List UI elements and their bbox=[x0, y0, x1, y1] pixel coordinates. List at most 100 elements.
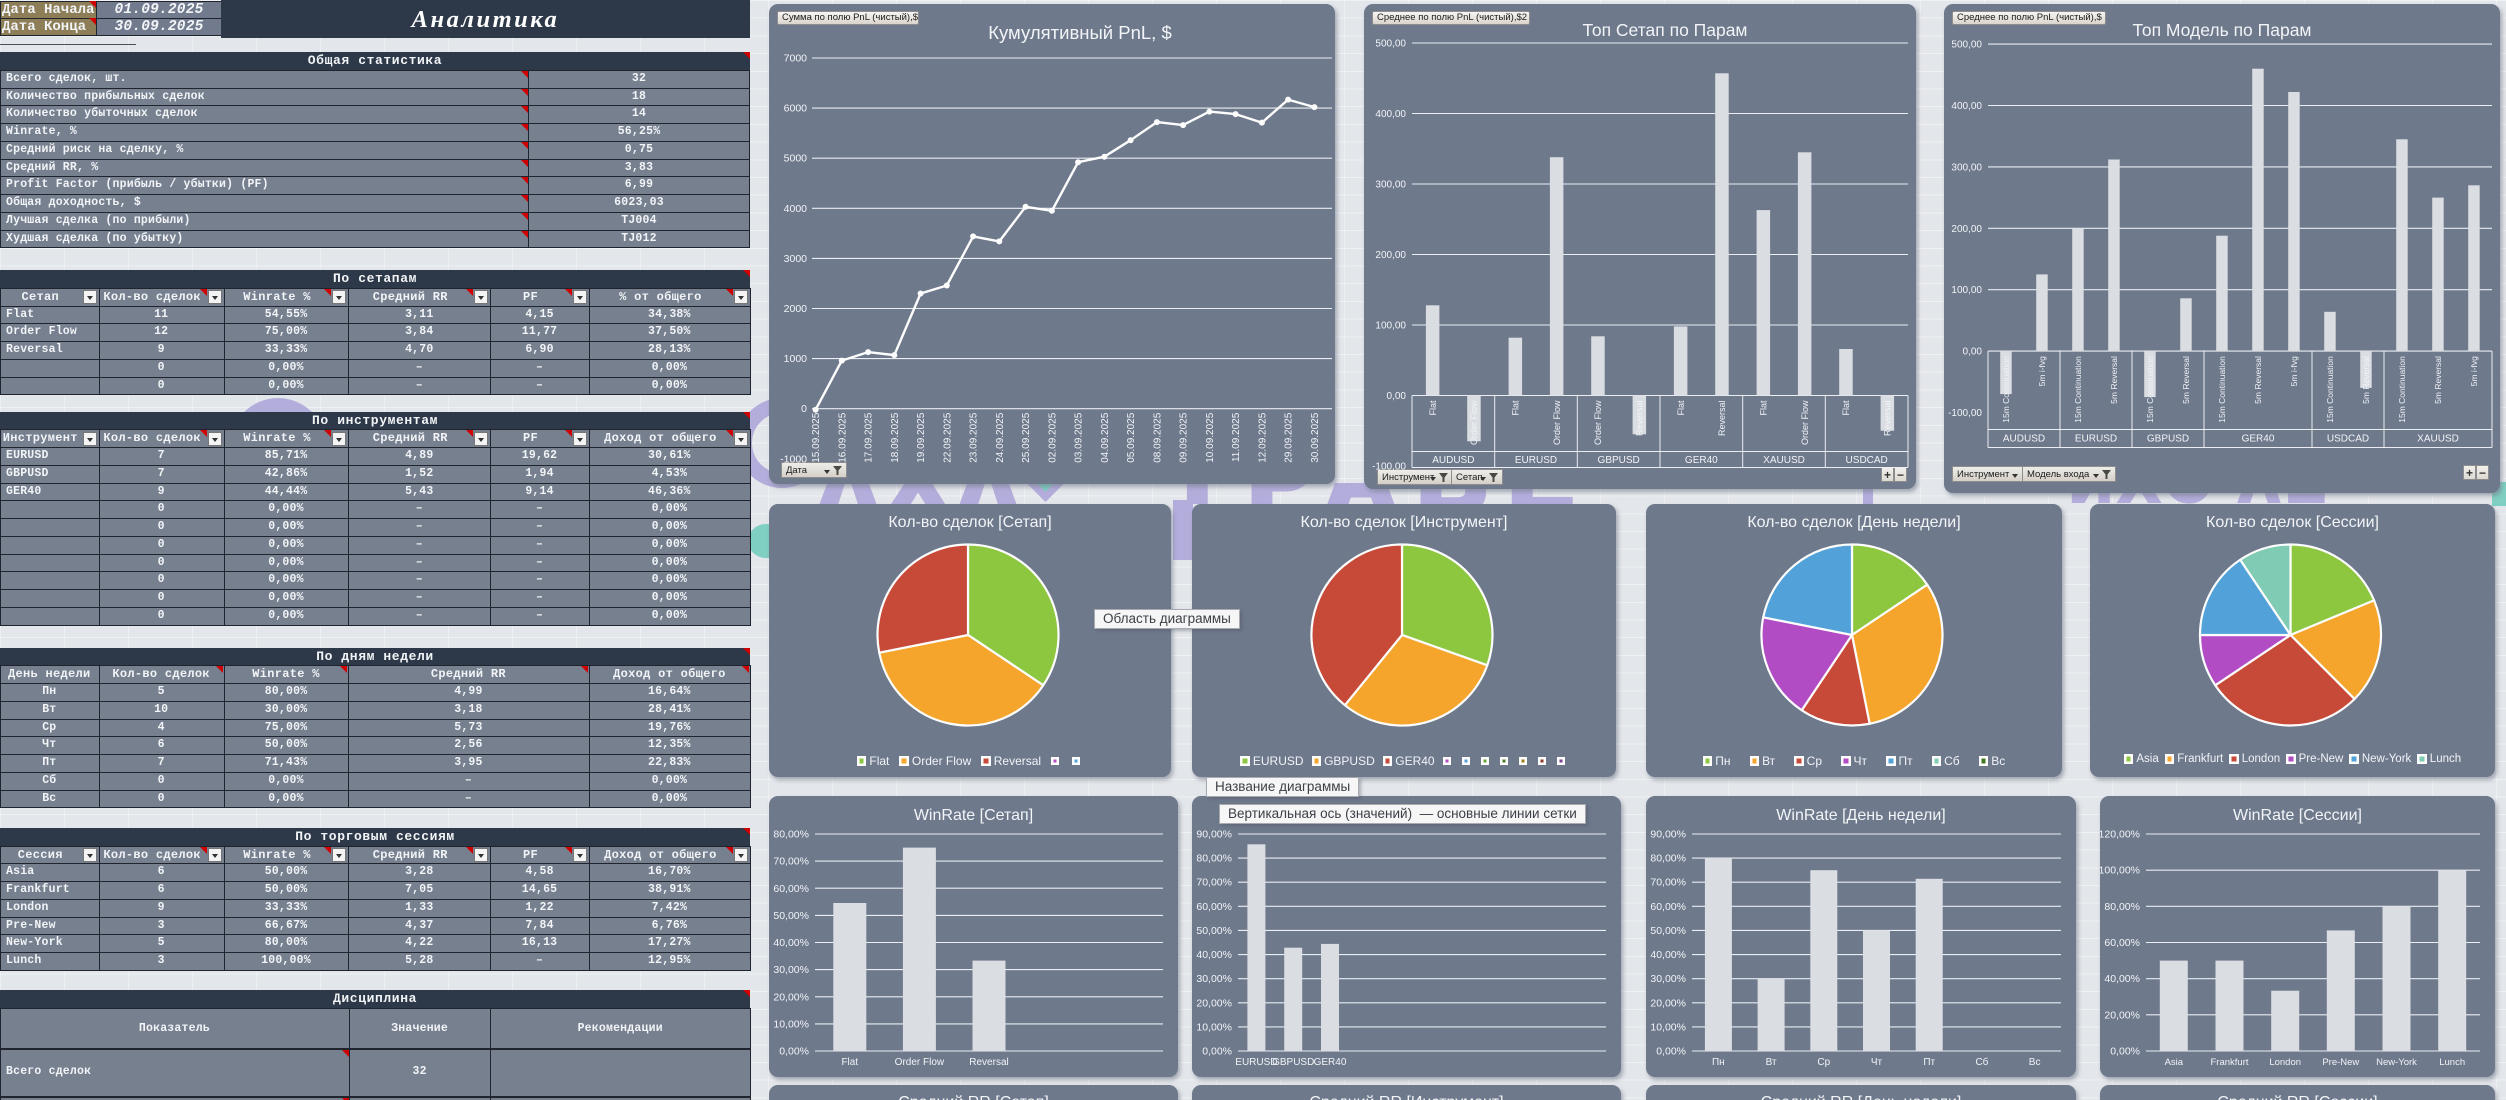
svg-text:AUDUSD: AUDUSD bbox=[2003, 434, 2045, 445]
svg-text:50,00%: 50,00% bbox=[773, 910, 809, 922]
svg-text:15m Continuation: 15m Continuation bbox=[2145, 356, 2155, 423]
svg-text:1000: 1000 bbox=[784, 353, 808, 365]
svg-text:90,00%: 90,00% bbox=[1650, 829, 1686, 841]
svg-text:Вт: Вт bbox=[1766, 1057, 1777, 1068]
svg-text:WinRate [Сетап]: WinRate [Сетап] bbox=[914, 807, 1033, 824]
svg-text:Пт: Пт bbox=[1923, 1057, 1935, 1068]
svg-text:70,00%: 70,00% bbox=[1650, 877, 1686, 889]
svg-text:-1000: -1000 bbox=[780, 453, 807, 465]
svg-text:60,00%: 60,00% bbox=[2104, 937, 2140, 949]
svg-text:Flat: Flat bbox=[841, 1057, 858, 1068]
svg-text:90,00%: 90,00% bbox=[1196, 829, 1232, 841]
svg-text:GBPUSD: GBPUSD bbox=[1598, 455, 1640, 466]
svg-text:200,00: 200,00 bbox=[1375, 250, 1406, 261]
svg-text:29.09.2025: 29.09.2025 bbox=[1284, 412, 1295, 462]
svg-text:Flat: Flat bbox=[1511, 400, 1521, 416]
svg-text:30,00%: 30,00% bbox=[1650, 973, 1686, 985]
svg-text:20,00%: 20,00% bbox=[1650, 997, 1686, 1009]
svg-text:80,00%: 80,00% bbox=[773, 829, 809, 841]
svg-text:03.09.2025: 03.09.2025 bbox=[1074, 412, 1085, 462]
svg-text:GER40: GER40 bbox=[2242, 434, 2275, 445]
svg-text:400,00: 400,00 bbox=[1951, 101, 1982, 112]
svg-text:0,00%: 0,00% bbox=[1656, 1046, 1686, 1058]
svg-text:17.09.2025: 17.09.2025 bbox=[864, 412, 875, 462]
svg-text:0,00%: 0,00% bbox=[2110, 1046, 2140, 1058]
svg-text:300,00: 300,00 bbox=[1375, 180, 1406, 191]
svg-text:USDCAD: USDCAD bbox=[2327, 434, 2369, 445]
svg-text:5m Reversal: 5m Reversal bbox=[2361, 356, 2371, 404]
svg-text:0,00%: 0,00% bbox=[1202, 1046, 1232, 1058]
svg-text:GBPUSD: GBPUSD bbox=[2147, 434, 2189, 445]
svg-text:15m Continuation: 15m Continuation bbox=[2397, 356, 2407, 423]
svg-text:04.09.2025: 04.09.2025 bbox=[1100, 412, 1111, 462]
svg-text:Топ Сетап по Парам: Топ Сетап по Парам bbox=[1583, 20, 1748, 40]
svg-text:15m Continuation: 15m Continuation bbox=[2217, 356, 2227, 423]
svg-text:Чт: Чт bbox=[1871, 1057, 1883, 1068]
svg-text:15m Continuation: 15m Continuation bbox=[2001, 356, 2011, 423]
svg-text:80,00%: 80,00% bbox=[1650, 853, 1686, 865]
svg-text:Order Flow: Order Flow bbox=[1593, 400, 1603, 445]
svg-text:80,00%: 80,00% bbox=[2104, 901, 2140, 913]
svg-text:Asia: Asia bbox=[2165, 1057, 2184, 1068]
svg-text:30.09.2025: 30.09.2025 bbox=[1310, 412, 1321, 462]
svg-text:Reversal: Reversal bbox=[1717, 401, 1727, 437]
svg-text:0,00%: 0,00% bbox=[779, 1046, 809, 1058]
svg-text:Flat: Flat bbox=[1428, 400, 1438, 416]
svg-text:AUDUSD: AUDUSD bbox=[1432, 455, 1474, 466]
svg-text:300,00: 300,00 bbox=[1951, 162, 1982, 173]
svg-text:10,00%: 10,00% bbox=[1650, 1021, 1686, 1033]
svg-text:Пн: Пн bbox=[1712, 1057, 1725, 1068]
svg-text:New-York: New-York bbox=[2376, 1057, 2417, 1068]
svg-text:Reversal: Reversal bbox=[1635, 401, 1645, 437]
svg-text:15.09.2025: 15.09.2025 bbox=[811, 412, 822, 462]
svg-text:Ср: Ср bbox=[1817, 1057, 1830, 1068]
svg-text:100,00: 100,00 bbox=[1375, 321, 1406, 332]
svg-text:15m Continuation: 15m Continuation bbox=[2073, 356, 2083, 423]
svg-text:XAUUSD: XAUUSD bbox=[1763, 455, 1805, 466]
svg-text:5000: 5000 bbox=[784, 153, 808, 165]
svg-text:22.09.2025: 22.09.2025 bbox=[942, 412, 953, 462]
svg-text:Сб: Сб bbox=[1975, 1056, 1988, 1068]
svg-text:12.09.2025: 12.09.2025 bbox=[1257, 412, 1268, 462]
svg-text:100,00: 100,00 bbox=[1951, 285, 1982, 296]
svg-text:2000: 2000 bbox=[784, 303, 808, 315]
svg-text:Топ Модель по Парам: Топ Модель по Парам bbox=[2133, 20, 2312, 40]
svg-text:5m Reversal: 5m Reversal bbox=[2433, 356, 2443, 404]
svg-text:0,00: 0,00 bbox=[1387, 391, 1407, 402]
svg-text:-100,00: -100,00 bbox=[1948, 408, 1982, 419]
svg-text:10.09.2025: 10.09.2025 bbox=[1205, 412, 1216, 462]
svg-text:40,00%: 40,00% bbox=[2104, 973, 2140, 985]
svg-text:30,00%: 30,00% bbox=[773, 964, 809, 976]
svg-text:80,00%: 80,00% bbox=[1196, 853, 1232, 865]
svg-text:200,00: 200,00 bbox=[1951, 224, 1982, 235]
svg-text:50,00%: 50,00% bbox=[1196, 925, 1232, 937]
svg-text:4000: 4000 bbox=[784, 203, 808, 215]
svg-text:Order Flow: Order Flow bbox=[895, 1057, 945, 1068]
svg-text:60,00%: 60,00% bbox=[1650, 901, 1686, 913]
svg-text:5m Reversal: 5m Reversal bbox=[2181, 356, 2191, 404]
svg-text:EURUSD: EURUSD bbox=[1515, 455, 1557, 466]
svg-text:Order Flow: Order Flow bbox=[1469, 400, 1479, 445]
svg-text:24.09.2025: 24.09.2025 bbox=[995, 412, 1006, 462]
svg-text:3000: 3000 bbox=[784, 253, 808, 265]
svg-text:5m i-fvg: 5m i-fvg bbox=[2037, 356, 2047, 387]
svg-text:18.09.2025: 18.09.2025 bbox=[890, 412, 901, 462]
svg-text:10,00%: 10,00% bbox=[773, 1018, 809, 1030]
svg-text:Flat: Flat bbox=[1759, 400, 1769, 416]
svg-text:30,00%: 30,00% bbox=[1196, 973, 1232, 985]
svg-text:Reversal: Reversal bbox=[969, 1057, 1008, 1068]
svg-text:7000: 7000 bbox=[784, 53, 808, 65]
svg-text:400,00: 400,00 bbox=[1375, 109, 1406, 120]
svg-text:Flat: Flat bbox=[1841, 400, 1851, 416]
svg-text:-100,00: -100,00 bbox=[1372, 462, 1406, 473]
svg-text:Order Flow: Order Flow bbox=[1552, 400, 1562, 445]
svg-text:USDCAD: USDCAD bbox=[1846, 455, 1888, 466]
svg-text:70,00%: 70,00% bbox=[1196, 877, 1232, 889]
svg-text:Frankfurt: Frankfurt bbox=[2210, 1057, 2248, 1068]
svg-text:GER40: GER40 bbox=[1314, 1057, 1347, 1068]
svg-text:120,00%: 120,00% bbox=[2100, 829, 2140, 841]
svg-text:WinRate [День недели]: WinRate [День недели] bbox=[1776, 807, 1945, 824]
svg-text:5m i-fvg: 5m i-fvg bbox=[2469, 356, 2479, 387]
svg-text:20,00%: 20,00% bbox=[773, 991, 809, 1003]
svg-text:GER40: GER40 bbox=[1685, 455, 1718, 466]
